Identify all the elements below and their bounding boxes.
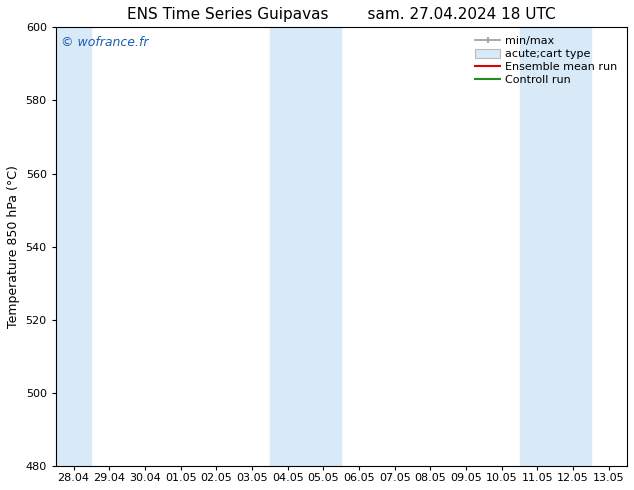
Y-axis label: Temperature 850 hPa (°C): Temperature 850 hPa (°C) bbox=[7, 165, 20, 328]
Text: © wofrance.fr: © wofrance.fr bbox=[61, 36, 149, 49]
Bar bbox=[520, 27, 591, 466]
Bar bbox=[270, 27, 341, 466]
Bar bbox=[56, 27, 91, 466]
Title: ENS Time Series Guipavas        sam. 27.04.2024 18 UTC: ENS Time Series Guipavas sam. 27.04.2024… bbox=[127, 7, 555, 22]
Legend: min/max, acute;cart type, Ensemble mean run, Controll run: min/max, acute;cart type, Ensemble mean … bbox=[472, 33, 621, 88]
